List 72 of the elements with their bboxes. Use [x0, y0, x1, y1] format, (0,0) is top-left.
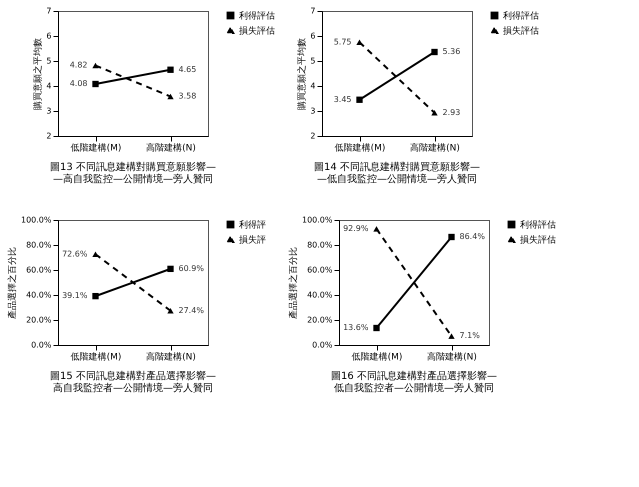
- y-tick-label: 20.0%: [307, 316, 333, 324]
- text: 圖14 不同訊息建構對購買意願影響——低自我監控—公開情境—旁人贊同: [314, 161, 480, 185]
- y-tick-label: 20.0%: [26, 316, 52, 324]
- y-tick-label: 100.0%: [302, 216, 333, 224]
- data-label: 4.65: [178, 64, 196, 74]
- y-axis-title: 購買意願之平均數: [32, 38, 44, 110]
- data-label: 92.9%: [343, 224, 369, 233]
- y-tick-label: 60.0%: [307, 266, 333, 274]
- text: 圖13 不同訊息建構對購買意願影響——高自我監控—公開情境—旁人贊同: [50, 161, 216, 185]
- y-tick-label: 80.0%: [307, 240, 333, 250]
- data-label: 5.36: [442, 47, 460, 56]
- point: [431, 48, 438, 56]
- x-tick-label: 高階建構(N): [410, 142, 460, 154]
- y-tick-label: 0.0%: [31, 340, 52, 350]
- x-tick-label: 高階建構(N): [427, 352, 477, 362]
- y-tick-label: 5: [310, 56, 316, 66]
- data-label: 3.45: [334, 94, 352, 104]
- point: [448, 234, 455, 240]
- data-label: 7.1%: [460, 331, 480, 340]
- legend-label: 損失評估: [520, 234, 556, 246]
- y-tick-label: 40.0%: [307, 290, 333, 300]
- data-label: 72.6%: [62, 249, 88, 258]
- y-axis-title: 購買意願之平均數: [296, 38, 308, 110]
- y-axis-title: 產品選擇之百分比: [288, 247, 299, 319]
- text: 圖16 不同訊息建構對產品選擇影響—低自我監控者—公開情境—旁人贊同: [331, 370, 497, 394]
- y-axis-title: 產品選擇之百分比: [6, 247, 18, 319]
- y-tick-label: 7: [46, 6, 52, 16]
- data-label: 3.58: [178, 92, 196, 100]
- data-label: 60.9%: [178, 264, 204, 273]
- legend-label: 損失評估: [239, 26, 275, 36]
- point: [167, 266, 174, 272]
- y-tick-label: 2: [310, 132, 316, 140]
- legend-label: 利得評估: [520, 220, 556, 230]
- legend-label: 利得評: [239, 220, 266, 230]
- data-label: 4.82: [70, 60, 88, 70]
- y-tick-label: 6: [310, 32, 316, 40]
- y-tick-label: 4: [310, 82, 316, 90]
- point: [167, 66, 174, 73]
- x-tick-label: 低階建構(M): [70, 142, 122, 154]
- x-tick-label: 高階建構(N): [146, 142, 196, 154]
- data-label: 27.4%: [178, 306, 204, 315]
- data-label: 86.4%: [460, 232, 486, 241]
- data-label: 2.93: [442, 108, 460, 117]
- y-tick-label: 0.0%: [312, 340, 333, 350]
- y-tick-label: 5: [46, 56, 52, 66]
- data-label: 4.08: [70, 79, 88, 88]
- legend-label: 損失評: [239, 234, 266, 246]
- legend-label: 利得評估: [503, 10, 539, 22]
- point: [373, 324, 380, 332]
- y-tick-label: 3: [310, 106, 316, 116]
- y-tick-label: 6: [46, 32, 52, 40]
- x-tick-label: 低階建構(M): [70, 352, 122, 362]
- data-label: 13.6%: [343, 323, 369, 332]
- legend-label: 利得評估: [239, 10, 275, 22]
- y-tick-label: 3: [46, 106, 52, 116]
- y-tick-label: 60.0%: [26, 266, 52, 274]
- data-label: 5.75: [334, 37, 352, 46]
- y-tick-label: 40.0%: [26, 290, 52, 300]
- y-tick-label: 100.0%: [20, 216, 52, 224]
- x-tick-label: 高階建構(N): [146, 352, 196, 362]
- point: [92, 292, 99, 300]
- x-tick-label: 低階建構(M): [352, 352, 402, 362]
- y-tick-label: 80.0%: [26, 240, 52, 250]
- point: [92, 80, 99, 88]
- point: [356, 96, 363, 103]
- text: 圖15 不同訊息建構對產品選擇影響—高自我監控者—公開情境—旁人贊同: [50, 370, 216, 394]
- legend-label: 損失評估: [503, 26, 539, 36]
- data-label: 39.1%: [62, 291, 88, 300]
- x-tick-label: 低階建構(M): [334, 142, 386, 154]
- y-tick-label: 2: [46, 132, 52, 140]
- y-tick-label: 7: [310, 6, 316, 16]
- y-tick-label: 4: [46, 82, 52, 90]
